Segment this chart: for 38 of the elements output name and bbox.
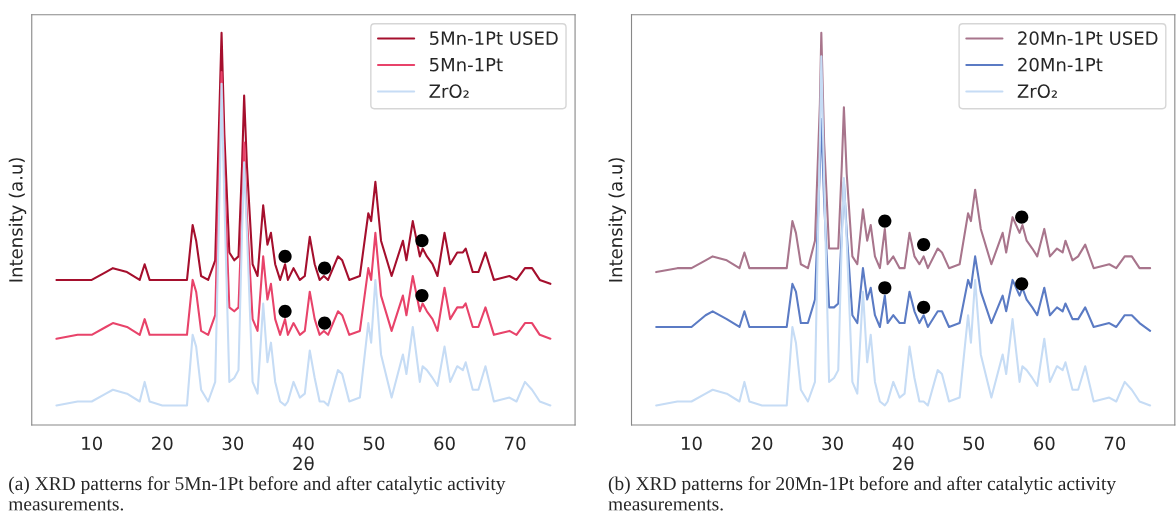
point (1015, 277, 1029, 291)
y-axis-title: Intensity (a.u) (8, 158, 27, 282)
point (278, 304, 292, 318)
x-tick-label: 70 (505, 436, 526, 451)
text: (a) XRD patterns for 5Mn-1Pt before and after catalytic activity measurements. (8, 476, 506, 511)
x-tick-label: 30 (222, 436, 244, 451)
point (415, 234, 429, 248)
point (917, 238, 931, 252)
x-tick-label: 50 (963, 436, 985, 451)
point (317, 316, 332, 330)
point (878, 214, 892, 228)
x-tick-label: 50 (363, 436, 385, 451)
x-tick-label: 40 (892, 436, 914, 451)
x-tick-label: 10 (681, 436, 702, 451)
point (878, 281, 892, 295)
point (1015, 210, 1029, 224)
legend-label: 20Mn-1Pt USED (1018, 31, 1158, 46)
x-tick-label: 60 (434, 436, 455, 451)
x-tick-label: 10 (82, 436, 103, 451)
legend-label: ZrO₂ (1017, 84, 1057, 99)
x-tick-label: 40 (292, 436, 314, 451)
x-tick-label: 70 (1104, 436, 1126, 451)
x-tick-label: 20 (751, 436, 773, 451)
legend-label: 20Mn-1Pt (1018, 57, 1103, 72)
text: (b) XRD patterns for 20Mn-1Pt before and after catalytic activity measurements. (608, 476, 1116, 511)
legend-label: ZrO₂ (429, 84, 469, 99)
x-tick-label: 30 (822, 436, 843, 451)
point (317, 261, 332, 275)
legend-label: 5Mn-1Pt USED (430, 31, 558, 46)
x-axis-title: 2θ (893, 456, 914, 471)
legend-label: 5Mn-1Pt (430, 58, 503, 72)
x-tick-label: 60 (1034, 436, 1055, 451)
point (278, 249, 292, 263)
x-tick-label: 20 (152, 436, 173, 451)
point (415, 289, 429, 303)
x-axis-title: 2θ (293, 456, 314, 471)
y-axis-title: Intensity (a.u) (608, 158, 626, 282)
point (917, 300, 931, 314)
